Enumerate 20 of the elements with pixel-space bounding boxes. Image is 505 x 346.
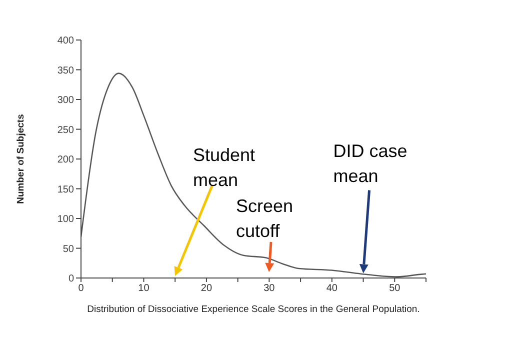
y-tick-label: 0 — [68, 274, 74, 285]
annotation: Student mean — [193, 145, 256, 190]
y-tick-label: 100 — [57, 214, 74, 226]
y-tick-label: 300 — [57, 95, 74, 106]
x-tick-label: 20 — [200, 283, 212, 294]
y-tick-label: 350 — [57, 65, 74, 76]
y-tick-label: 50 — [62, 244, 74, 255]
y-tick-label: 200 — [57, 154, 74, 166]
y-tick-label: 400 — [57, 36, 74, 47]
annotation: DID case mean — [333, 141, 408, 186]
x-tick-label: 50 — [389, 283, 401, 294]
y-tick-label: 150 — [57, 184, 74, 196]
y-tick-label: 250 — [57, 124, 74, 136]
annotation: Screen cutoff — [236, 196, 294, 241]
x-tick-label: 40 — [326, 283, 338, 294]
x-axis-title: Distribution of Dissociative Experience Scale Scores in the General Population. — [87, 304, 420, 315]
y-axis-title: Number of Subjects — [15, 114, 26, 204]
x-tick-label: 30 — [264, 283, 276, 294]
x-tick-label: 10 — [138, 283, 150, 294]
x-tick-label: 0 — [78, 283, 84, 294]
